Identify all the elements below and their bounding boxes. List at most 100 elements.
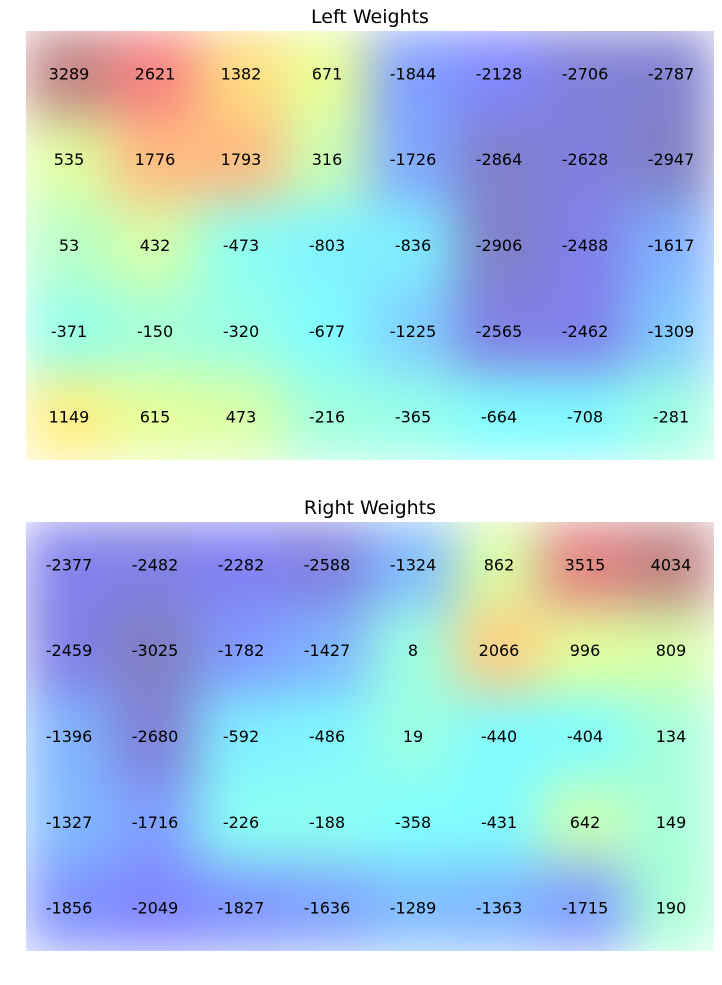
cell-value-label: 1382 [221, 64, 262, 83]
cell-value-label: 862 [484, 555, 515, 574]
heatmap-cell [541, 522, 629, 609]
cell-value-label: 535 [54, 150, 85, 169]
cell-value-label: -1636 [304, 899, 351, 918]
heatmap-cell [627, 606, 714, 695]
heatmap-cell [369, 864, 457, 951]
heatmap-cell [197, 778, 285, 867]
cell-value-label: -2049 [132, 899, 179, 918]
cell-value-label: -1856 [46, 899, 93, 918]
heatmap-cell [627, 692, 714, 781]
heatmap-cell [197, 31, 285, 118]
heatmap-cell [26, 201, 113, 290]
heatmap-cell [541, 778, 629, 867]
heatmap-cell [26, 692, 113, 781]
heatmap-cell [627, 778, 714, 867]
cell-value-label: 4034 [651, 555, 692, 574]
cell-value-label: -216 [309, 408, 345, 427]
heatmap-cell [197, 522, 285, 609]
heatmap-cell [197, 373, 285, 460]
heatmap-cell [111, 606, 199, 695]
heatmap-cell [197, 115, 285, 204]
heatmap-cell [541, 864, 629, 951]
cell-value-label: -1617 [648, 236, 695, 255]
cell-value-label: 19 [403, 727, 423, 746]
cell-value-label: -2864 [476, 150, 523, 169]
cell-value-label: -2628 [562, 150, 609, 169]
heatmap-cell [283, 287, 371, 376]
cell-value-label: 809 [656, 641, 687, 660]
heatmap-cell [26, 31, 113, 118]
cell-value-label: -1427 [304, 641, 351, 660]
heatmap-cell [283, 778, 371, 867]
cell-value-label: -473 [223, 236, 259, 255]
heatmap-labels: 3289 2621 1382 671 -1844 -2128 -2706 -2787 535 17… [49, 64, 695, 426]
cell-value-label: -708 [567, 408, 603, 427]
cell-value-label: 615 [140, 408, 171, 427]
heatmap-cell [26, 115, 113, 204]
heatmap-cell [455, 778, 543, 867]
cell-value-label: -2459 [46, 641, 93, 660]
cell-value-label: -2128 [476, 64, 523, 83]
heatmap-cell [627, 287, 714, 376]
cell-value-label: 996 [570, 641, 601, 660]
cell-value-label: 1149 [49, 408, 90, 427]
cell-value-label: -1225 [390, 322, 437, 341]
heatmap-cell [627, 31, 714, 118]
cell-value-label: -2906 [476, 236, 523, 255]
heatmap-cell [627, 373, 714, 460]
heatmap-cell [455, 201, 543, 290]
heatmap-cells [26, 522, 714, 951]
cell-value-label: -1363 [476, 899, 523, 918]
heatmap-cell [455, 864, 543, 951]
heatmap-cell [283, 692, 371, 781]
heatmap-cell [369, 778, 457, 867]
heatmap-cell [369, 692, 457, 781]
heatmap-cell [111, 778, 199, 867]
cell-value-label: 3289 [49, 64, 90, 83]
heatmap-cell [283, 201, 371, 290]
cell-value-label: -486 [309, 727, 345, 746]
heatmap-cell [26, 287, 113, 376]
heatmap-cell [283, 864, 371, 951]
cell-value-label: -1396 [46, 727, 93, 746]
heatmap-labels: -2377 -2482 -2282 -2588 -1324 862 3515 4034 -245… [46, 555, 692, 917]
right-weights-heatmap: -2377 -2482 -2282 -2588 -1324 862 3515 4034 -245… [26, 522, 714, 951]
right-weights-title: Right Weights [303, 497, 437, 519]
heatmap-cell [455, 692, 543, 781]
cell-value-label: -1324 [390, 555, 437, 574]
heatmap-cell [26, 373, 113, 460]
cell-value-label: -664 [481, 408, 517, 427]
cell-value-label: 316 [312, 150, 343, 169]
heatmap-cell [111, 522, 199, 609]
heatmap-cell [111, 31, 199, 118]
heatmap-cell [111, 692, 199, 781]
heatmap-cell [541, 287, 629, 376]
heatmap-cell [455, 287, 543, 376]
heatmap-cell [26, 778, 113, 867]
heatmap-cell [111, 287, 199, 376]
heatmap-cell [455, 31, 543, 118]
heatmap-cell [197, 287, 285, 376]
heatmap-cell [26, 606, 113, 695]
left-weights-heatmap: 3289 2621 1382 671 -1844 -2128 -2706 -2787 535 17… [26, 31, 714, 460]
cell-value-label: 671 [312, 64, 343, 83]
heatmap-cell [541, 692, 629, 781]
heatmap-cell [541, 373, 629, 460]
cell-value-label: 1793 [221, 150, 262, 169]
cell-value-label: 8 [408, 641, 418, 660]
cell-value-label: -404 [567, 727, 603, 746]
heatmap-cell [111, 864, 199, 951]
heatmap-cell [197, 864, 285, 951]
heatmap-cell [369, 31, 457, 118]
heatmap-cell [541, 31, 629, 118]
heatmap-cell [283, 373, 371, 460]
cell-value-label: -3025 [132, 641, 179, 660]
cell-value-label: -1827 [218, 899, 265, 918]
cell-value-label: -2377 [46, 555, 93, 574]
heatmap-cell [369, 522, 457, 609]
cell-value-label: 134 [656, 727, 687, 746]
cell-value-label: -281 [653, 408, 689, 427]
heatmap-cell [455, 373, 543, 460]
cell-value-label: -1309 [648, 322, 695, 341]
heatmap-cell [283, 31, 371, 118]
